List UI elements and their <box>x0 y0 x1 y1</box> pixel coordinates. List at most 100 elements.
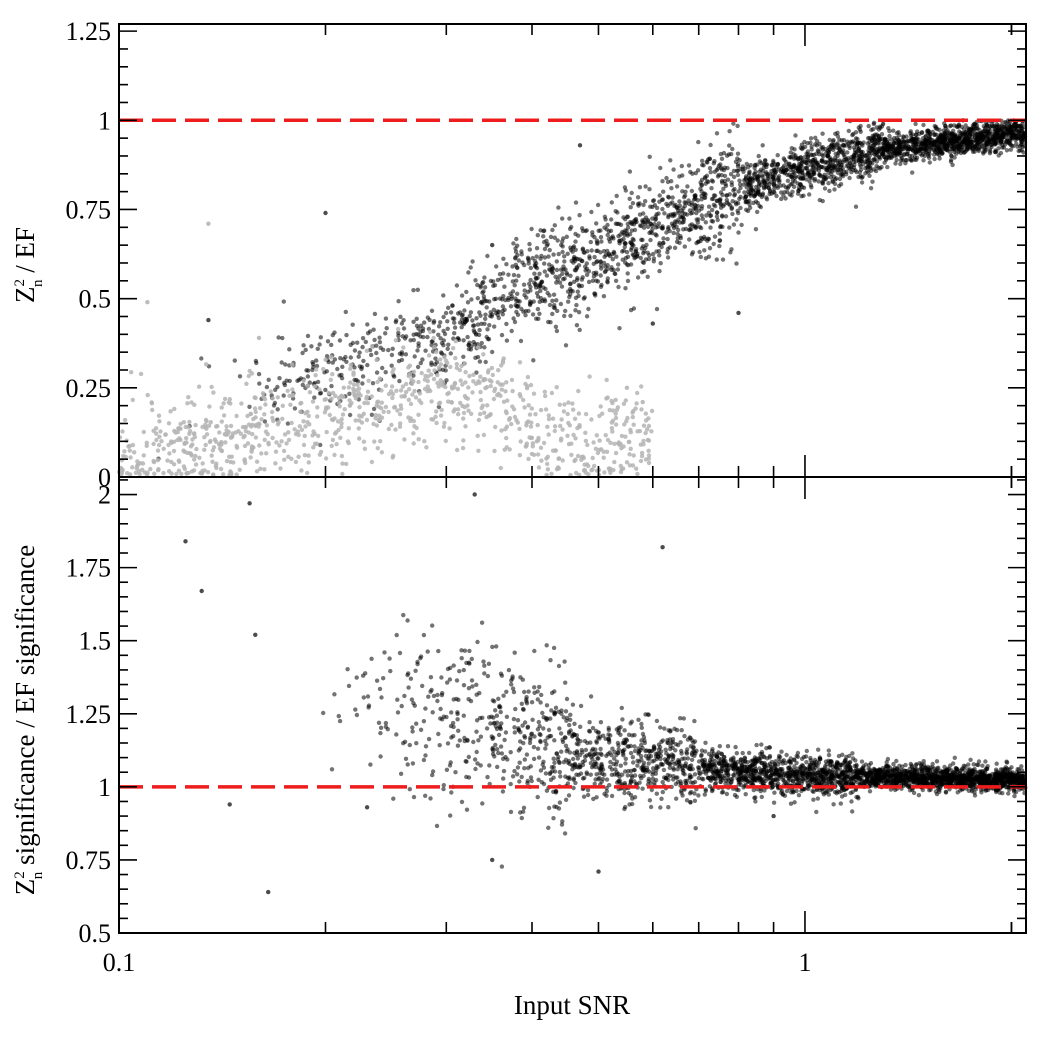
top-gray-point <box>202 447 207 452</box>
top-black-point <box>919 153 925 158</box>
top-black-point <box>232 358 237 363</box>
top-black-point <box>574 323 580 328</box>
bottom-black-point <box>484 726 490 731</box>
top-gray-point <box>280 416 285 421</box>
bottom-black-point <box>411 794 417 800</box>
top-gray-point <box>207 439 213 445</box>
top-black-point <box>595 279 601 284</box>
top-gray-point <box>552 428 557 434</box>
top-black-point <box>1000 132 1005 137</box>
top-gray-point <box>411 369 417 374</box>
top-black-point <box>445 319 450 324</box>
top-black-point <box>425 334 430 340</box>
top-black-point <box>237 374 243 379</box>
top-black-point <box>747 169 752 174</box>
top-black-point <box>309 344 314 349</box>
bottom-black-point <box>469 656 474 662</box>
top-black-point <box>576 233 581 238</box>
top-black-point <box>806 171 812 177</box>
top-black-point <box>549 269 554 274</box>
top-black-point <box>590 278 596 283</box>
top-gray-point <box>342 407 347 412</box>
top-black-point <box>912 136 917 142</box>
bottom-black-point <box>474 718 480 723</box>
top-black-point <box>480 280 485 286</box>
top-black-point <box>667 228 672 234</box>
top-gray-point <box>311 429 316 434</box>
top-black-point <box>730 146 735 152</box>
top-black-point <box>588 239 593 245</box>
top-black-point <box>779 190 784 195</box>
top-gray-point <box>346 385 352 390</box>
top-gray-point <box>478 389 483 395</box>
top-gray-point <box>576 411 582 416</box>
top-gray-point <box>457 367 462 373</box>
top-gray-point <box>326 405 331 410</box>
top-black-point <box>318 442 323 448</box>
top-gray-point <box>533 412 538 417</box>
top-black-point <box>800 176 806 181</box>
top-black-point <box>605 276 610 281</box>
bottom-black-point <box>531 744 537 750</box>
top-black-point <box>360 381 365 386</box>
top-gray-point <box>244 381 249 386</box>
top-black-point <box>384 326 389 331</box>
top-gray-point <box>461 438 466 443</box>
top-black-point <box>452 325 458 330</box>
top-gray-point <box>602 470 607 475</box>
bottom-black-point <box>496 750 501 756</box>
top-gray-point <box>566 420 571 426</box>
top-black-point <box>870 179 875 184</box>
top-gray-point <box>186 395 191 400</box>
top-black-point <box>869 146 875 152</box>
top-gray-point <box>129 370 134 375</box>
bottom-black-point <box>506 667 512 673</box>
top-black-point <box>823 176 828 181</box>
top-black-point <box>513 255 518 260</box>
top-black-point <box>740 164 745 169</box>
top-black-point <box>457 320 463 325</box>
top-black-point <box>710 179 716 184</box>
top-black-point <box>580 228 586 234</box>
top-black-point <box>575 275 580 281</box>
top-gray-point <box>224 428 229 433</box>
top-gray-point <box>544 472 549 478</box>
top-gray-point <box>223 440 228 445</box>
bottom-black-point <box>388 668 393 674</box>
top-gray-point <box>322 397 327 402</box>
top-black-point <box>910 170 915 175</box>
top-black-point <box>450 303 455 308</box>
top-black-point <box>613 278 619 283</box>
bottom-black-point <box>428 796 433 801</box>
top-black-point <box>557 280 563 285</box>
top-black-point <box>760 143 765 148</box>
top-gray-point <box>446 390 451 396</box>
top-black-point <box>871 157 876 162</box>
top-black-point <box>487 299 492 304</box>
top-black-point <box>523 313 528 318</box>
top-gray-point <box>496 368 501 373</box>
bottom-black-point <box>401 612 406 618</box>
top-black-point <box>664 230 669 235</box>
top-black-point <box>662 211 667 216</box>
top-black-point <box>689 222 695 227</box>
bottom-black-point <box>641 735 647 740</box>
top-black-point <box>811 170 817 175</box>
top-black-point <box>747 180 752 185</box>
top-black-point <box>860 149 865 155</box>
top-gray-point <box>590 467 595 472</box>
bottom-black-point <box>609 767 615 772</box>
top-gray-point <box>463 424 468 429</box>
top-black-point <box>539 279 545 284</box>
top-gray-point <box>641 423 647 428</box>
top-black-point <box>551 252 556 257</box>
bottom-black-point <box>659 796 664 801</box>
top-gray-point <box>389 422 394 428</box>
top-gray-point <box>339 424 344 430</box>
bottom-black-point <box>493 742 498 748</box>
top-gray-point <box>330 390 336 396</box>
top-gray-point <box>391 366 396 372</box>
top-black-point <box>361 358 366 364</box>
top-gray-point <box>635 390 640 396</box>
